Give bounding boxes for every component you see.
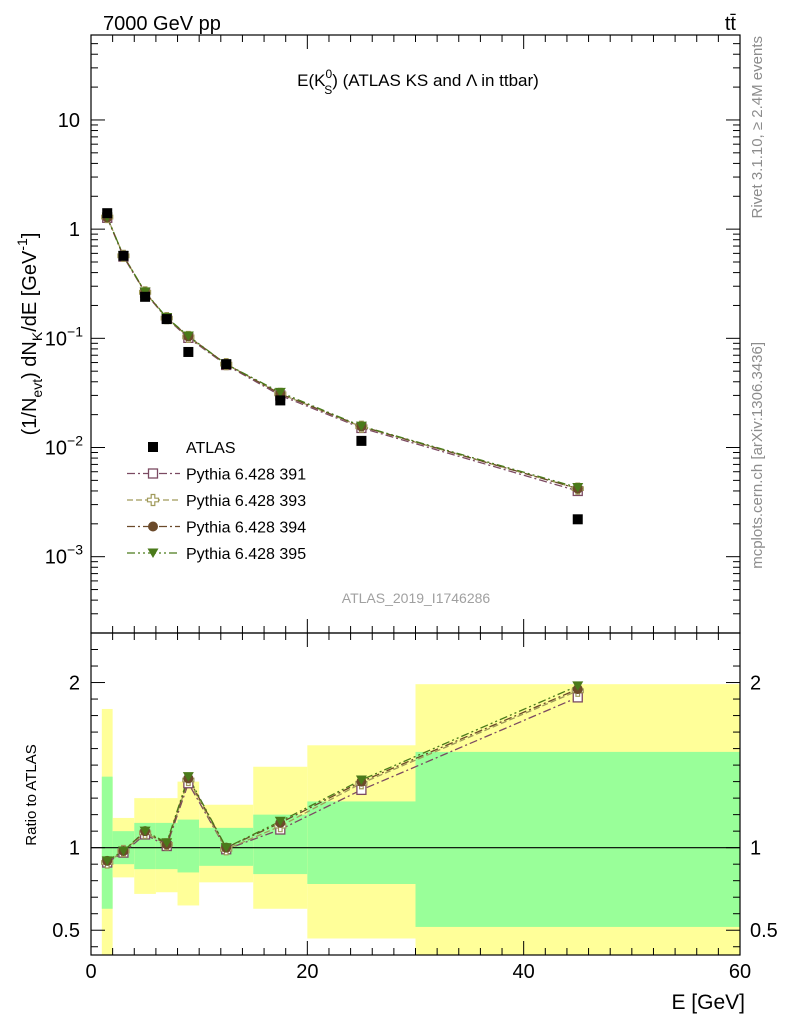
ratio-x-tick-label: 0: [85, 961, 96, 983]
ratio-series-point: [572, 681, 584, 691]
legend-marker: [147, 548, 159, 558]
main-title: E(K0 S) (ATLAS KS and Λ in ttbar): [297, 67, 539, 97]
ratio-band-inner: [101, 776, 113, 909]
main-series-line: [106, 216, 578, 489]
main-series-point: [572, 483, 584, 493]
legend-marker: [148, 442, 158, 452]
ratio-y-tick-label-right: 1: [750, 838, 761, 860]
ratio-y-tick-label-right: 0.5: [750, 920, 778, 942]
ratio-x-tick-label: 20: [296, 961, 318, 983]
ratio-panel-frame: [90, 632, 741, 956]
legend-label: Pythia 6.428 391: [186, 467, 306, 484]
main-y-axis-label: (1/Nevt) dNK/dE [GeV-1]: [14, 233, 45, 436]
main-series-point: [355, 421, 367, 432]
main-y-tick-label: 1: [69, 219, 80, 241]
ratio-series-point: [139, 826, 151, 837]
ratio-band-inner: [415, 751, 740, 927]
main-y-tick-label: 10−3: [45, 542, 83, 569]
ratio-series-point: [182, 772, 194, 782]
ratio-x-tick-label: 60: [729, 961, 751, 983]
rivet-label: Rivet 3.1.10, ≥ 2.4M events: [749, 36, 766, 219]
main-series-point: [274, 387, 286, 398]
legend-label: ATLAS: [186, 440, 236, 457]
atlas-data-point: [356, 435, 367, 446]
ratio-series-line: [106, 696, 579, 864]
header-left: 7000 GeV pp: [103, 13, 221, 35]
ratio-series-point: [101, 856, 113, 866]
ratio-y-tick-label-left: 2: [69, 673, 80, 695]
x-axis-label: E [GeV]: [671, 991, 745, 1014]
atlas-data-point: [183, 346, 194, 357]
ratio-band-inner: [307, 801, 416, 884]
main-series-point: [182, 331, 194, 342]
ratio-series-point: [274, 816, 286, 827]
analysis-watermark: ATLAS_2019_I1746286: [342, 590, 491, 606]
legend-marker: [146, 493, 160, 507]
atlas-data-point: [275, 395, 286, 406]
atlas-data-point: [161, 314, 172, 325]
ratio-y-tick-label-left: 1: [69, 838, 80, 860]
atlas-data-point: [140, 291, 151, 302]
ratio-series-point: [355, 775, 367, 785]
main-series-line: [106, 217, 578, 490]
ratio-series-point: [117, 846, 129, 856]
legend-marker: [147, 468, 159, 479]
main-y-tick-label: 10−1: [45, 323, 83, 350]
atlas-data-point: [118, 250, 129, 261]
ratio-y-axis-label: Ratio to ATLAS: [23, 744, 40, 845]
header-right: tt̄: [725, 13, 737, 35]
main-y-tick-label: 10−2: [45, 433, 83, 460]
main-axis-ticks: 10 1 10−1 10−2 10−3: [45, 34, 741, 634]
ratio-x-tick-label: 40: [513, 961, 535, 983]
ratio-y-tick-label-right: 2: [750, 673, 761, 695]
atlas-data-point: [221, 359, 232, 370]
ratio-y-tick-label-left: 0.5: [52, 920, 80, 942]
legend-marker: [148, 521, 158, 532]
ratio-band-inner: [177, 819, 200, 873]
legend-label: Pythia 6.428 394: [186, 520, 306, 537]
legend: ATLAS Pythia 6.428 391 Pythia 6.428 393 Pyt…: [127, 440, 306, 563]
ratio-uncertainty-bands: [91, 684, 740, 955]
ratio-series-point: [161, 838, 173, 848]
atlas-data-point: [572, 514, 583, 525]
legend-label: Pythia 6.428 393: [186, 493, 306, 510]
main-series-line: [106, 217, 578, 492]
main-series: [101, 208, 584, 525]
main-series-line: [106, 216, 578, 490]
ratio-series: [101, 681, 584, 869]
ratio-series-point: [220, 843, 232, 853]
legend-label: Pythia 6.428 395: [186, 546, 306, 563]
atlas-data-point: [102, 208, 113, 219]
mcplots-label: mcplots.cern.ch [arXiv:1306.3436]: [749, 342, 766, 569]
main-y-tick-label: 10: [58, 110, 80, 132]
